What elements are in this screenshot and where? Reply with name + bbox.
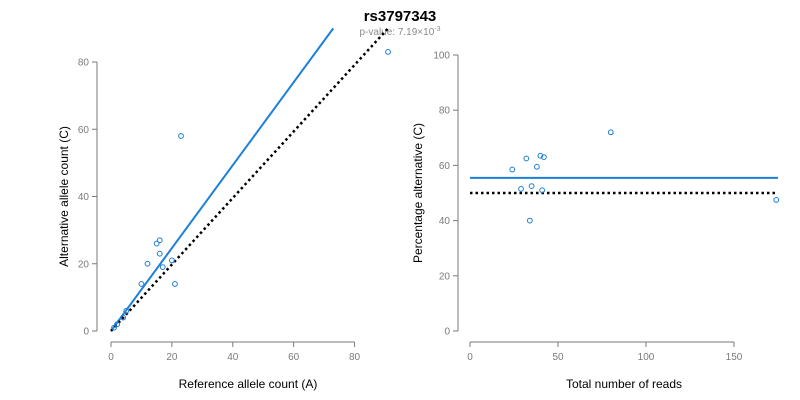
data-point (111, 324, 117, 331)
left-scatter-panel: 0 20 40 60 80 0 20 40 60 80 Reference allele count… (57, 27, 391, 391)
y-tick-label: 20 (439, 271, 451, 282)
data-point (523, 155, 530, 162)
data-point (144, 260, 151, 267)
y-tick-label: 60 (78, 125, 90, 136)
x-tick-label: 80 (349, 352, 361, 363)
y-tick-label: 100 (433, 51, 450, 62)
x-tick-label: 40 (227, 352, 239, 363)
y-tick-label: 60 (439, 161, 451, 172)
chart-title: rs3797343 (364, 8, 437, 25)
data-point (156, 237, 163, 244)
pvalue-text: p-value: 7.19×10 (359, 27, 434, 38)
reference-line (110, 27, 389, 332)
y-axis-title: Percentage alternative (C) (411, 123, 425, 263)
y-tick-label: 80 (78, 58, 90, 69)
x-tick-label: 0 (467, 352, 473, 363)
data-point (385, 49, 391, 55)
x-tick-label: 150 (726, 352, 743, 363)
fit-line (110, 27, 335, 332)
y-tick-label: 80 (439, 106, 451, 117)
data-point (123, 307, 130, 314)
data-point (120, 314, 127, 321)
data-point (526, 217, 533, 224)
data-point (541, 154, 547, 161)
x-tick-label: 0 (108, 352, 114, 363)
x-tick-label: 50 (552, 352, 564, 363)
x-axis-title: Total number of reads (566, 377, 682, 391)
data-point (138, 281, 145, 287)
data-point (168, 257, 175, 264)
data-point (518, 185, 524, 192)
data-point (773, 197, 780, 203)
data-point (528, 183, 535, 190)
y-tick-label: 0 (83, 327, 89, 338)
x-tick-label: 60 (288, 352, 300, 363)
right-scatter-panel: 0 50 100 150 0 20 40 60 80 100 Total number of rea… (411, 51, 780, 391)
x-axis-title: Reference allele count (A) (179, 377, 318, 391)
chart-subtitle: p-value: 7.19×10-3 (359, 26, 440, 38)
y-axis-title: Alternative allele count (C) (57, 126, 71, 267)
data-point (159, 264, 166, 271)
data-point (172, 281, 178, 287)
data-point (533, 163, 540, 170)
pvalue-exponent: -3 (434, 26, 440, 33)
data-point (178, 133, 184, 139)
data-point (537, 152, 544, 159)
data-point (153, 240, 160, 247)
x-tick-label: 100 (638, 352, 655, 363)
y-tick-label: 40 (78, 192, 90, 203)
y-tick-label: 20 (78, 259, 90, 270)
data-point (607, 129, 614, 136)
data-point (539, 187, 546, 194)
y-tick-label: 0 (444, 327, 450, 338)
data-point (114, 321, 120, 328)
data-point (509, 166, 516, 173)
x-tick-label: 20 (166, 352, 178, 363)
data-point (156, 250, 163, 257)
y-tick-label: 40 (439, 216, 451, 227)
